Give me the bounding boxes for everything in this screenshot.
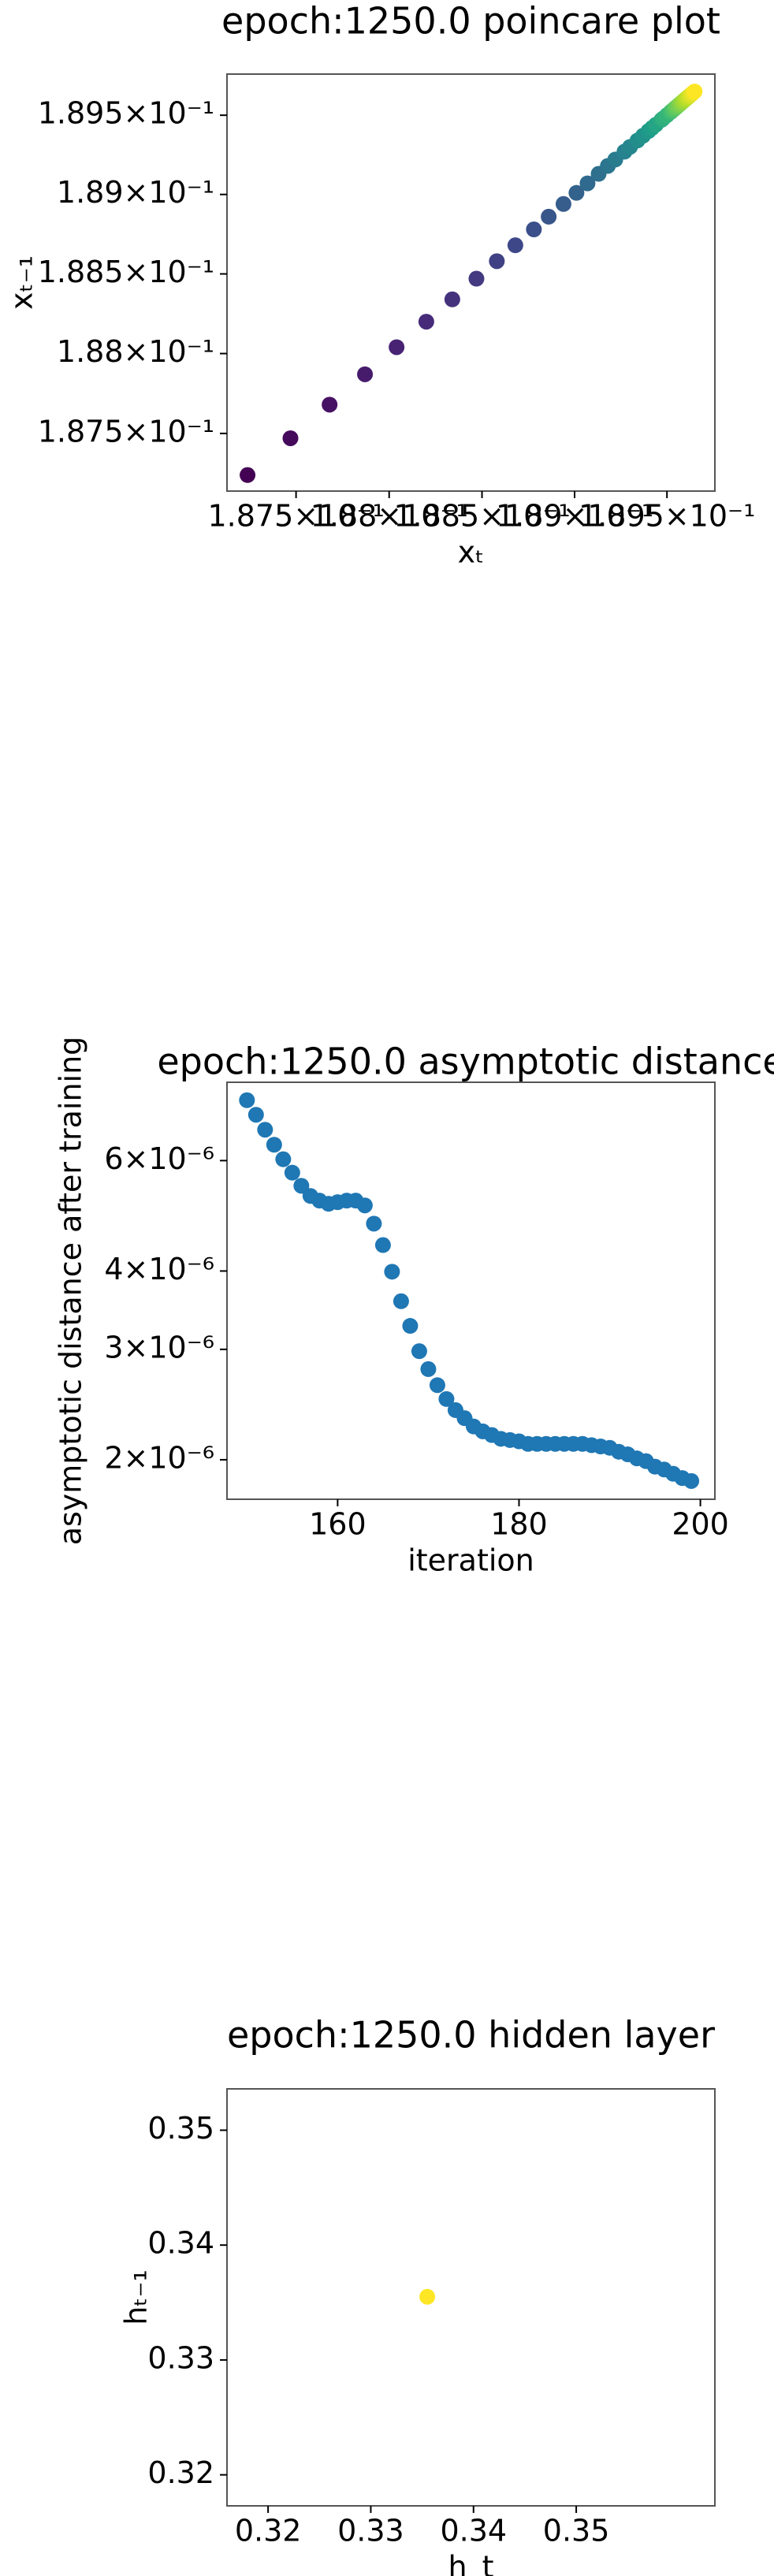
y-tick-label: 0.33: [147, 2340, 214, 2375]
y-tick-label: 1.885×10⁻¹: [38, 255, 214, 289]
point: [357, 366, 374, 382]
x-tick-label: 0.35: [543, 2514, 610, 2548]
point: [257, 1122, 274, 1138]
point: [402, 1318, 419, 1335]
y-tick-label: 3×10⁻⁶: [104, 1330, 214, 1364]
x-tick-label: 1.88×10⁻¹: [311, 499, 468, 534]
x-tick-label: 1.875×10⁻¹: [207, 499, 384, 534]
point: [247, 1107, 264, 1123]
y-tick-label: 1.88×10⁻¹: [57, 334, 214, 369]
point: [468, 270, 485, 287]
point: [322, 396, 338, 413]
chart-title: epoch:1250.0 hidden layer: [227, 2014, 715, 2057]
x-tick-label: 0.34: [440, 2514, 507, 2548]
x-axis-label: h_t: [448, 2550, 494, 2576]
y-tick-label: 4×10⁻⁶: [104, 1252, 214, 1286]
y-tick-label: 1.875×10⁻¹: [38, 414, 214, 449]
point: [555, 195, 571, 212]
point: [507, 237, 523, 254]
point: [438, 1390, 455, 1407]
y-axis-label: hₜ₋₁: [119, 2269, 154, 2325]
point: [420, 1361, 437, 1377]
point: [541, 208, 557, 225]
point: [266, 1137, 282, 1153]
chart-title: epoch:1250.0 asymptotic distance: [157, 1040, 774, 1083]
y-tick-label: 1.895×10⁻¹: [38, 96, 214, 131]
point: [526, 221, 542, 238]
x-tick-label: 0.33: [337, 2514, 404, 2548]
chart-title: epoch:1250.0 poincare plot: [221, 0, 720, 43]
x-tick-label: 200: [672, 1507, 729, 1542]
x-tick-label: 1.885×10⁻¹: [393, 499, 570, 534]
x-tick-label: 1.89×10⁻¹: [496, 499, 653, 534]
point: [579, 175, 596, 192]
point: [240, 467, 256, 483]
plot-frame: [226, 1081, 716, 1500]
point: [419, 2288, 436, 2305]
point: [489, 253, 505, 270]
x-tick-label: 1.895×10⁻¹: [579, 499, 755, 534]
point: [284, 1164, 300, 1181]
plot-frame: [226, 73, 716, 492]
x-tick-label: 160: [309, 1507, 367, 1542]
point: [293, 1178, 310, 1194]
y-axis-label: asymptotic distance after training: [54, 1037, 88, 1546]
point: [683, 1472, 700, 1489]
point: [411, 1343, 427, 1360]
y-tick-label: 0.35: [147, 2111, 214, 2146]
y-tick-label: 0.34: [147, 2226, 214, 2261]
point: [444, 291, 460, 307]
point: [568, 184, 585, 201]
point: [356, 1197, 373, 1214]
point: [389, 339, 405, 356]
point: [687, 84, 703, 100]
y-tick-label: 2×10⁻⁶: [104, 1440, 214, 1475]
x-tick-label: 0.32: [235, 2514, 302, 2548]
plot-frame: [226, 2088, 716, 2507]
point: [366, 1215, 382, 1232]
point: [275, 1151, 292, 1167]
y-axis-label: xₜ₋₁: [5, 255, 39, 310]
point: [384, 1264, 400, 1280]
point: [393, 1293, 409, 1309]
point: [282, 430, 299, 446]
x-axis-label: xₜ: [458, 535, 485, 570]
y-tick-label: 1.89×10⁻¹: [57, 175, 214, 210]
y-tick-label: 0.32: [147, 2455, 214, 2490]
point: [418, 314, 434, 330]
point: [429, 1377, 445, 1394]
point: [374, 1237, 391, 1253]
y-tick-label: 6×10⁻⁶: [104, 1141, 214, 1176]
point: [239, 1092, 255, 1108]
x-tick-label: 180: [490, 1507, 548, 1542]
x-axis-label: iteration: [407, 1543, 534, 1578]
